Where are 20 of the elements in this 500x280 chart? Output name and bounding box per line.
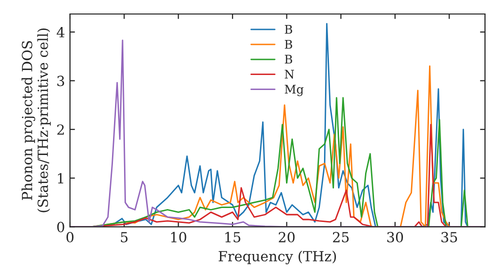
- legend-label: B: [284, 24, 292, 34]
- legend-label: B: [284, 54, 292, 64]
- x-tick-label: 5: [120, 232, 128, 242]
- x-tick-label: 0: [66, 232, 74, 242]
- y-tick-label: 1: [58, 173, 64, 184]
- x-axis-title: Frequency (THz): [218, 250, 336, 264]
- y-tick-label: 3: [57, 76, 64, 86]
- y-tick-label: 0: [57, 222, 64, 232]
- x-tick-label: 15: [225, 232, 240, 242]
- x-tick-label: 30: [387, 232, 403, 242]
- x-tick-label: 35: [441, 232, 458, 242]
- legend-label: B: [284, 40, 292, 49]
- x-tick-label: 25: [332, 232, 349, 242]
- y-tick-label: 4: [56, 26, 64, 38]
- y-axis-title: Phonon projected DOS (States/THz·primitive cell): [22, 28, 51, 212]
- x-tick-label: 10: [171, 232, 186, 242]
- y-tick-label: 2: [57, 124, 64, 135]
- legend-label: Mg: [284, 84, 304, 96]
- legend-label: N: [284, 70, 294, 79]
- x-tick-label: 20: [278, 232, 295, 242]
